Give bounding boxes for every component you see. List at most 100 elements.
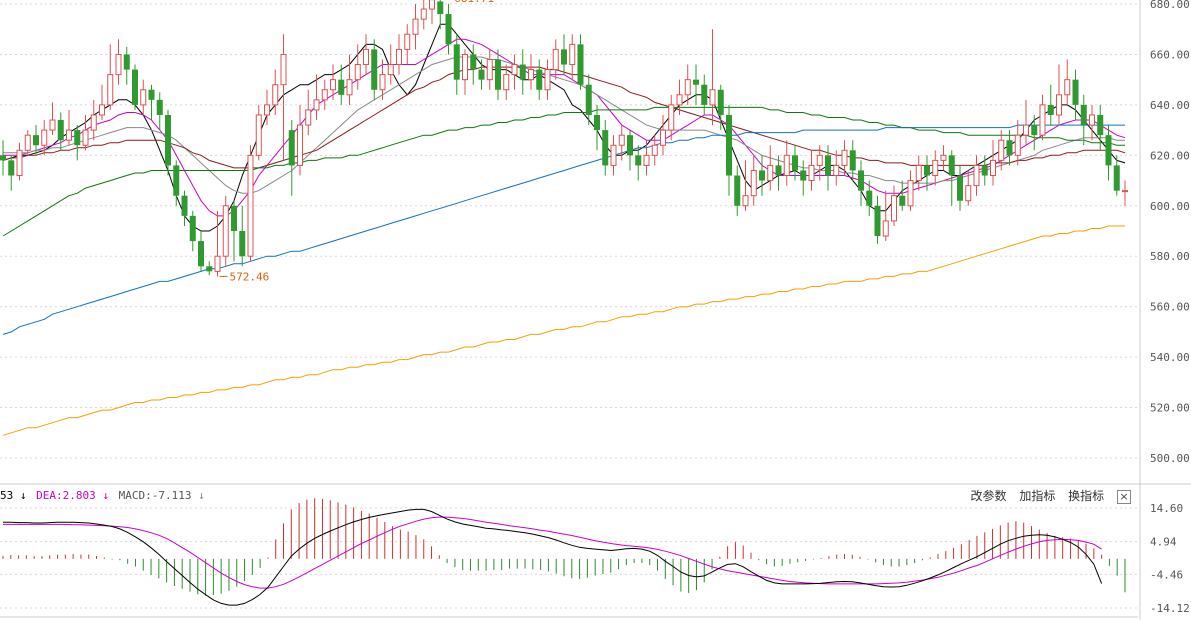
candle[interactable] [569,34,576,80]
candle[interactable] [379,59,386,100]
candle[interactable] [1023,99,1029,146]
candle[interactable] [0,140,6,176]
candle[interactable] [288,120,295,196]
candle[interactable] [643,140,650,176]
candle[interactable] [759,155,765,196]
candle[interactable] [115,39,122,85]
candle[interactable] [49,102,56,136]
candle[interactable] [255,104,262,161]
candle[interactable] [214,210,221,277]
candle[interactable] [396,34,402,75]
candle[interactable] [676,79,683,115]
candle[interactable] [742,160,749,211]
candle[interactable] [816,145,823,181]
candle[interactable] [24,130,31,156]
candle[interactable] [272,69,279,115]
candle[interactable] [577,34,584,90]
candle[interactable] [651,135,658,166]
candle[interactable] [709,29,716,126]
candle[interactable] [74,125,81,161]
candle[interactable] [462,49,468,95]
candle[interactable] [981,155,988,186]
candle[interactable] [717,84,724,131]
candle[interactable] [635,145,642,181]
candle[interactable] [495,49,501,100]
candle[interactable] [907,170,914,211]
candle[interactable] [891,185,897,226]
candle[interactable] [82,114,89,151]
candle[interactable] [280,34,287,161]
candle[interactable] [8,155,15,191]
candle[interactable] [156,92,163,131]
candle[interactable] [998,130,1005,171]
candle[interactable] [346,54,353,105]
candle[interactable] [627,130,633,171]
candle[interactable] [305,89,312,136]
candle[interactable] [618,125,625,161]
candle[interactable] [486,49,493,90]
candle[interactable] [899,180,906,211]
candle[interactable] [363,34,369,75]
candle[interactable] [561,34,567,75]
candle[interactable] [1047,84,1054,126]
candle[interactable] [503,64,510,100]
candle[interactable] [321,79,328,110]
candle[interactable] [990,140,996,186]
candle[interactable] [1105,125,1112,181]
candle[interactable] [511,54,518,90]
candle[interactable] [866,180,873,216]
candle[interactable] [1039,94,1046,141]
candle[interactable] [338,64,345,105]
candle[interactable] [140,79,147,115]
candle[interactable] [445,4,452,55]
candle[interactable] [1080,94,1087,146]
candle[interactable] [940,145,947,171]
candle[interactable] [123,46,130,85]
switch-indicator-button[interactable]: 换指标 [1068,489,1105,503]
candle[interactable] [775,155,782,191]
candle[interactable] [247,145,254,262]
candle[interactable] [602,120,609,176]
candle[interactable] [354,44,361,90]
candle[interactable] [792,145,798,181]
candle[interactable] [1031,114,1038,151]
add-indicator-button[interactable]: 加指标 [1019,489,1056,503]
candle[interactable] [1122,180,1128,206]
candle[interactable] [206,261,213,276]
candle[interactable] [264,89,270,126]
candle[interactable] [1072,69,1079,121]
candle[interactable] [528,54,534,90]
candle[interactable] [453,34,460,95]
candle[interactable] [330,64,336,100]
candle[interactable] [478,59,485,90]
candle[interactable] [841,140,848,176]
candle[interactable] [41,120,48,156]
candle[interactable] [387,44,394,85]
candle[interactable] [932,150,939,186]
candle[interactable] [239,205,246,267]
modify-params-button[interactable]: 改参数 [970,489,1007,503]
candle[interactable] [132,64,138,110]
candle[interactable] [544,59,551,100]
candle[interactable] [767,145,774,191]
candle[interactable] [585,74,592,126]
candle[interactable] [470,44,477,85]
candle[interactable] [825,145,831,191]
candle[interactable] [231,200,237,262]
candle[interactable] [833,150,840,186]
candle[interactable] [594,104,600,151]
candle[interactable] [536,59,543,100]
candle[interactable] [693,64,699,105]
candle[interactable] [750,155,757,206]
candle[interactable] [924,155,930,191]
candle[interactable] [874,195,881,244]
candle[interactable] [222,195,229,267]
candle[interactable] [148,84,155,121]
candle[interactable] [783,140,790,186]
candle[interactable] [684,64,691,105]
candle[interactable] [16,142,23,181]
candle[interactable] [882,190,889,242]
candle[interactable] [313,74,320,121]
candle[interactable] [165,109,171,176]
close-indicator-icon[interactable]: × [1117,490,1131,504]
